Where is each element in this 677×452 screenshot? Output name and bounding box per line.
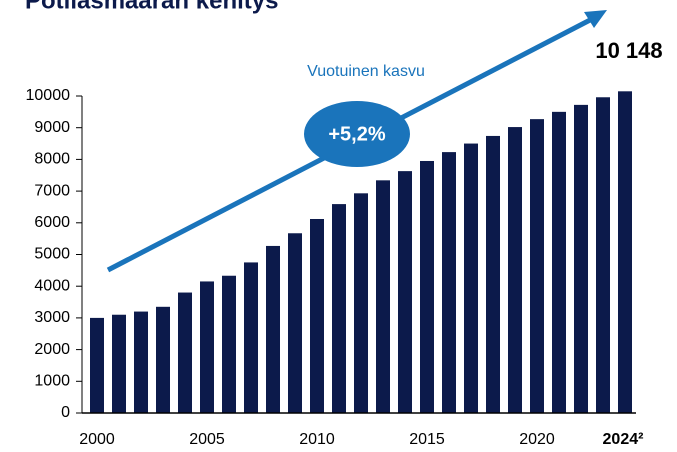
bar [200,281,214,413]
y-tick-label: 8000 [34,151,70,168]
x-tick-label: 2015 [409,431,445,448]
bar [486,135,500,413]
y-tick-label: 10000 [26,87,71,104]
y-tick-label: 4000 [34,277,70,294]
x-tick-label: 2020 [519,431,555,448]
bar [530,119,544,414]
y-tick-label: 0 [61,404,70,421]
bar [134,311,148,413]
bar [508,127,522,413]
bar [266,245,280,413]
bar [178,292,192,413]
y-tick-label: 1000 [34,373,70,390]
y-tick-label: 9000 [34,119,70,136]
bar [112,314,126,413]
bar [244,262,258,413]
bar [552,111,566,413]
x-tick-label: 2024² [603,431,644,448]
bar [376,180,390,413]
value-label: 10 148 [595,38,662,63]
growth-bubble [304,101,410,167]
y-tick-label: 2000 [34,341,70,358]
x-tick-label: 2005 [189,431,225,448]
bar [398,171,412,413]
bar [574,104,588,413]
x-tick-label: 2000 [79,431,115,448]
y-tick-label: 7000 [34,182,70,199]
bar [442,152,456,413]
y-tick-label: 6000 [34,214,70,231]
bar [332,204,346,413]
bar [420,160,434,413]
chart-title: Potilasmäärän kehitys [25,0,278,14]
x-tick-label: 2010 [299,431,335,448]
bar [618,91,632,413]
bar [464,143,478,414]
bar [288,233,302,413]
bar [156,306,170,413]
annotation: Vuotuinen kasvu [307,63,425,80]
bar [222,275,236,413]
bar [354,193,368,413]
y-tick-label: 5000 [34,246,70,263]
bar [596,97,610,413]
bar [90,317,104,413]
y-tick-label: 3000 [34,309,70,326]
arrow-head [584,10,607,28]
bar [310,218,324,413]
annotation: +5,2% [328,123,385,145]
